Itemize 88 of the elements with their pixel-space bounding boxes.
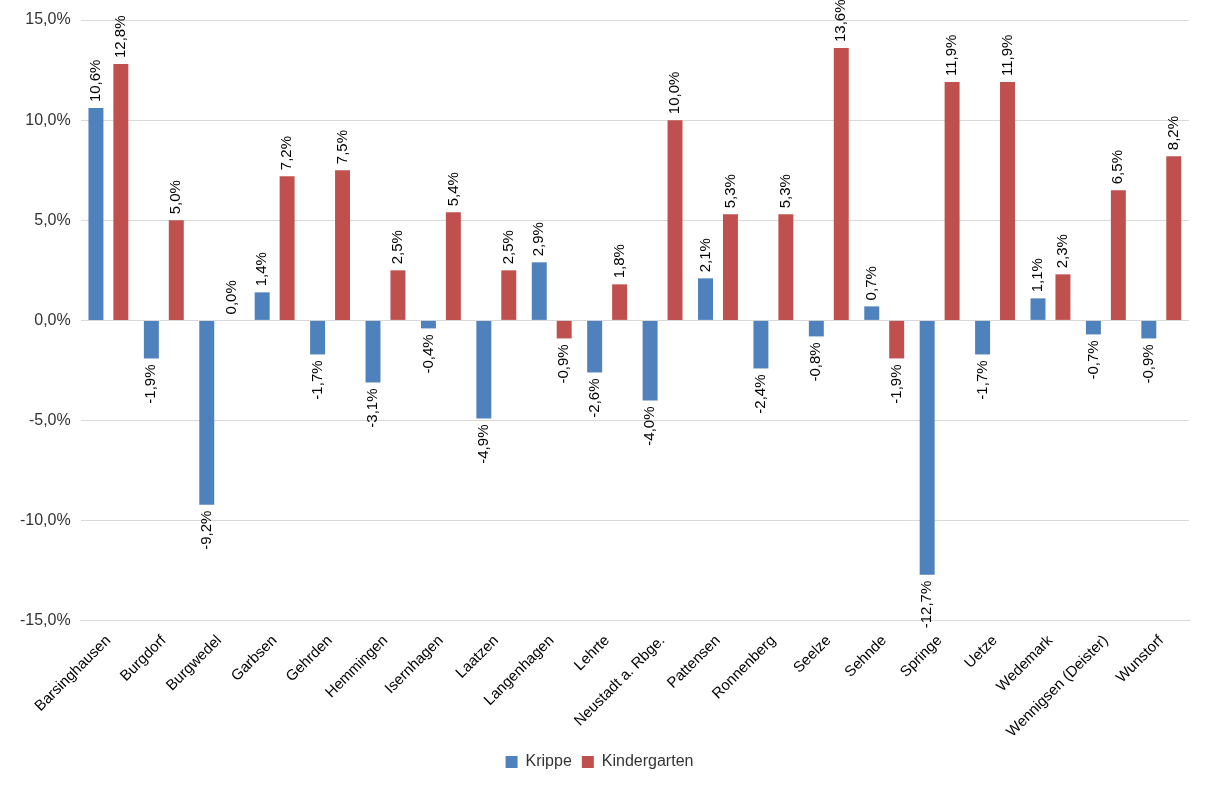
bar — [753, 320, 769, 369]
bar — [833, 48, 849, 320]
bar — [143, 320, 159, 359]
data-label: -2,6% — [584, 378, 602, 418]
bar — [612, 284, 628, 320]
data-label: -2,4% — [751, 374, 769, 414]
data-label: -1,7% — [972, 360, 990, 400]
data-label: 12,8% — [111, 15, 129, 59]
legend-label: Krippe — [525, 752, 572, 770]
bar — [642, 320, 658, 401]
bar — [587, 320, 603, 373]
data-label: 11,9% — [997, 34, 1015, 77]
bar — [310, 320, 326, 355]
bar — [919, 320, 935, 575]
legend-label: Kindergarten — [601, 752, 694, 770]
data-label: -0,7% — [1083, 340, 1101, 380]
bar — [1085, 320, 1101, 335]
data-label: 5,4% — [443, 172, 461, 207]
data-label: 1,4% — [252, 252, 270, 287]
data-label: 5,3% — [775, 174, 793, 209]
data-label: -0,9% — [1138, 344, 1156, 384]
bar — [390, 270, 406, 320]
y-tick-label: 0,0% — [34, 310, 71, 328]
y-tick-label: -15,0% — [19, 611, 71, 629]
bar — [88, 108, 104, 320]
bar — [168, 220, 184, 320]
data-label: -1,9% — [886, 364, 904, 404]
bar — [501, 270, 517, 320]
y-tick-label: 5,0% — [34, 210, 71, 228]
data-label: 2,1% — [695, 238, 713, 273]
bar — [1166, 156, 1182, 320]
data-label: 11,9% — [942, 34, 960, 77]
data-label: 5,3% — [720, 174, 738, 209]
bar — [365, 320, 381, 383]
bar — [778, 214, 794, 320]
data-label: 1,8% — [609, 244, 627, 279]
data-label: 7,2% — [277, 136, 295, 171]
data-label: 2,5% — [498, 230, 516, 265]
bar — [113, 64, 129, 320]
data-label: 8,2% — [1163, 115, 1181, 151]
bar — [864, 306, 880, 320]
data-label: 2,5% — [388, 230, 406, 265]
bar — [722, 214, 738, 320]
data-label: 6,5% — [1108, 150, 1126, 185]
bar — [1110, 190, 1126, 320]
data-label: -4,9% — [473, 424, 491, 464]
bar — [698, 278, 713, 320]
data-label: -9,2% — [196, 510, 214, 550]
data-label: -1,9% — [141, 364, 159, 404]
bar — [975, 320, 991, 355]
bar — [808, 320, 824, 337]
y-tick-label: -10,0% — [19, 511, 71, 529]
bar — [420, 320, 436, 329]
y-tick-label: 10,0% — [25, 110, 71, 128]
data-label: -12,7% — [917, 580, 935, 629]
bar — [335, 170, 351, 320]
bar — [476, 320, 492, 419]
data-label: 0,7% — [861, 266, 879, 301]
data-label: 2,9% — [529, 222, 547, 257]
bar — [279, 176, 295, 320]
data-label: -0,8% — [806, 342, 824, 382]
bar — [944, 82, 960, 320]
bar — [531, 262, 547, 320]
data-label: -1,7% — [307, 360, 325, 400]
bar — [445, 212, 461, 320]
data-label: 0,0% — [221, 280, 239, 315]
bar — [1141, 320, 1157, 339]
y-tick-label: 15,0% — [25, 10, 71, 28]
bar — [1000, 82, 1015, 320]
bar — [1030, 298, 1046, 320]
data-label: 7,5% — [332, 129, 350, 165]
data-label: 13,6% — [831, 0, 849, 43]
bar — [1055, 274, 1071, 320]
bar — [199, 320, 215, 505]
data-label: -3,1% — [363, 388, 381, 428]
y-tick-label: -5,0% — [28, 410, 71, 428]
data-label: 10,0% — [665, 71, 683, 115]
bar — [556, 320, 572, 339]
data-label: -0,4% — [418, 334, 436, 374]
bar — [889, 320, 905, 359]
data-label: 5,0% — [166, 180, 184, 215]
data-label: 2,3% — [1053, 234, 1071, 269]
data-label: -0,9% — [554, 344, 572, 384]
bar — [254, 292, 270, 320]
data-label: -4,0% — [640, 406, 658, 446]
bar — [667, 120, 683, 320]
data-label: 1,1% — [1028, 258, 1046, 293]
data-label: 10,6% — [86, 59, 104, 103]
